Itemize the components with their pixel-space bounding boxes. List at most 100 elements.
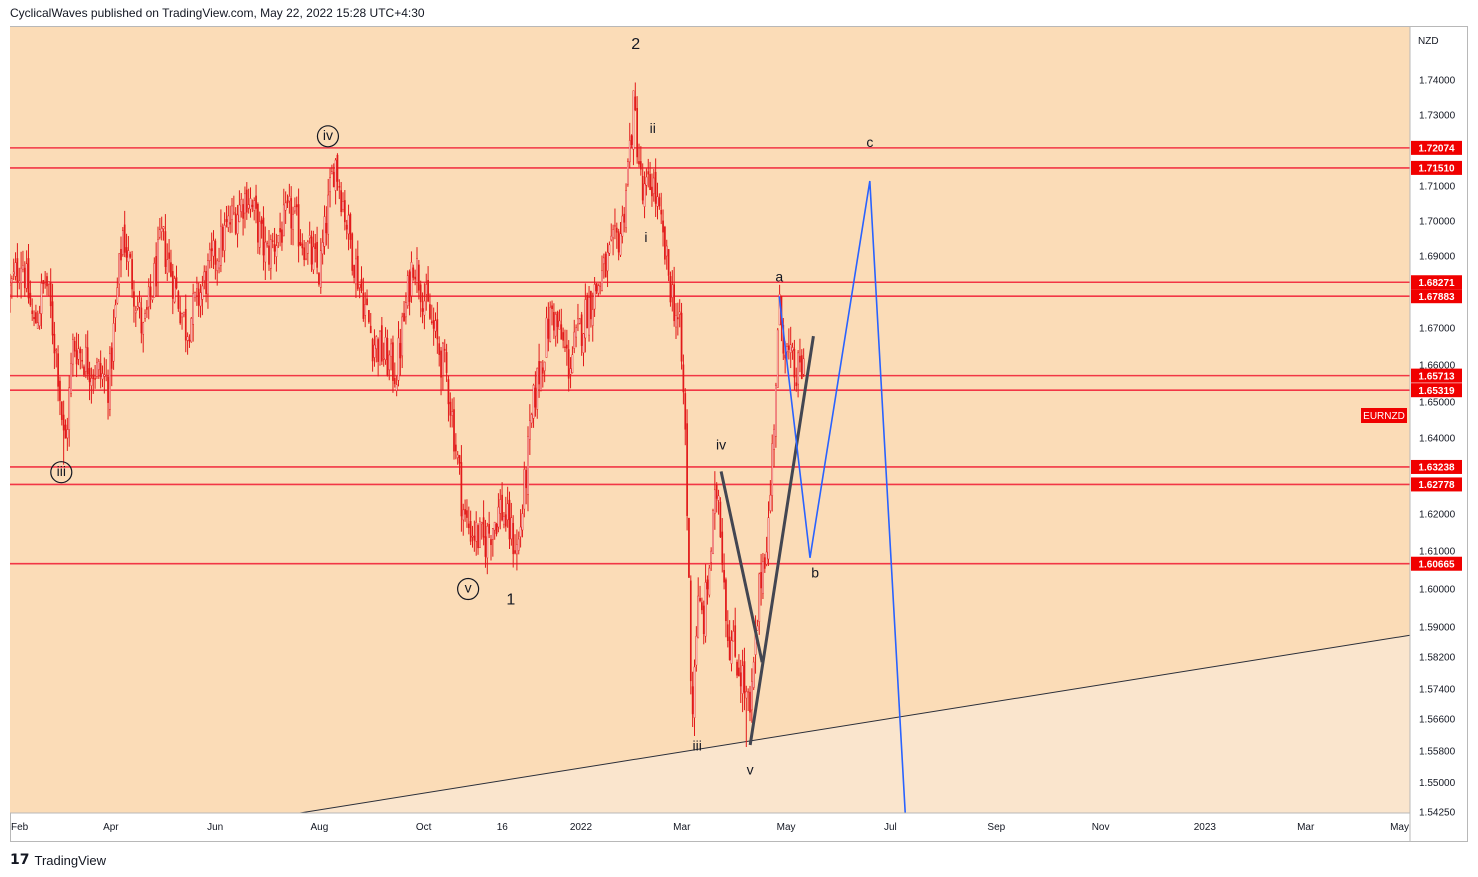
candle-body [351,233,354,271]
candle-body [31,310,34,314]
candle-body [699,598,701,602]
candle-body [281,229,283,243]
footer[interactable]: 17 TradingView [10,850,106,870]
wave-label: v [465,580,472,596]
candle-body [36,322,39,329]
candle-body [245,189,248,213]
candle-body [704,582,707,637]
time-axis[interactable]: Feb Apr Jun Aug Oct 16 2022 Mar May Jul Sep Nov 2023… [10,812,1410,833]
candle-body [44,282,46,285]
candle-body [673,284,675,322]
candle-body [101,373,104,380]
candle-body [229,222,232,225]
candle-body [225,219,228,223]
candle-body [493,521,496,531]
candle-body [277,234,280,243]
candle-body [660,209,663,215]
candle-body [588,297,590,336]
candle-body [736,661,738,676]
candle-body [521,513,524,531]
candle-body [360,279,363,291]
candle-body [477,525,479,549]
candle-body [760,572,762,589]
candle-body [190,318,193,343]
candle-body [800,355,803,379]
candle-body [275,245,278,257]
candle-body [334,159,337,191]
candle-body [451,411,453,416]
candle-body [603,257,605,265]
candle-body [540,361,542,391]
candle-body [286,200,289,204]
price-candles [10,82,805,747]
candle-body [362,292,365,319]
candle-body [73,341,76,352]
candle-body [456,454,459,459]
candle-body [628,140,631,163]
candle-body [464,509,466,515]
level-price-text: 1.60665 [1418,559,1455,570]
candle-body [519,526,522,538]
candle-body [162,226,165,230]
candle-body [527,436,529,495]
candle-body [689,580,692,682]
candle-body [255,195,257,209]
candle-body [553,311,555,331]
price-axis[interactable]: NZD 1.74000 1.73000 1.71000 1.70000 1.69000 1.… [1361,27,1462,841]
candle-body [591,309,594,326]
candle-body [10,285,11,296]
candle-body [349,214,352,240]
time-tick-label: 16 [497,822,509,833]
candle-body [203,271,206,281]
candle-body [168,252,170,259]
wave-label-circle [316,125,340,148]
candle-body [612,229,614,239]
candle-body [120,248,122,261]
candle-body [207,260,209,295]
candle-body [90,377,93,386]
level-price-text: 1.68271 [1418,278,1455,289]
candle-body [66,429,69,439]
candle-body [697,595,700,639]
candle-body [523,469,526,510]
candle-body [636,108,638,158]
wave-label: 1 [506,592,515,609]
candle-body [318,273,320,285]
candle-body [571,354,574,374]
candle-body [789,344,792,353]
candle-body [27,258,30,299]
candle-body [11,278,13,284]
price-tick-label: 1.61000 [1419,547,1456,558]
candle-body [710,550,712,563]
candle-body [573,331,576,349]
candle-body [429,304,431,319]
price-tick-label: 1.58200 [1419,653,1456,664]
candle-body [751,681,753,711]
candle-body [53,333,56,354]
candle-body [382,357,385,360]
candle-body [205,270,207,295]
candle-body [647,171,650,175]
candle-body [140,307,143,334]
time-tick-label: 2023 [1194,822,1217,833]
candle-body [656,196,659,207]
price-tick-label: 1.57400 [1419,685,1456,696]
wave-label: iii [693,738,702,754]
candle-body [105,375,108,377]
candle-body [688,517,690,578]
candle-body [177,291,180,309]
candle-body [443,348,446,351]
candle-body [619,233,622,256]
candle-body [55,349,58,352]
candle-body [717,495,720,501]
price-tick-label: 1.62000 [1419,510,1456,521]
wave-label: iii [57,463,66,479]
candle-body [297,204,300,247]
candle-body [438,343,441,355]
level-price-tag [1411,383,1462,398]
candle-body [640,161,642,170]
candle-body [416,258,418,283]
level-price-text: 1.71510 [1418,164,1455,175]
